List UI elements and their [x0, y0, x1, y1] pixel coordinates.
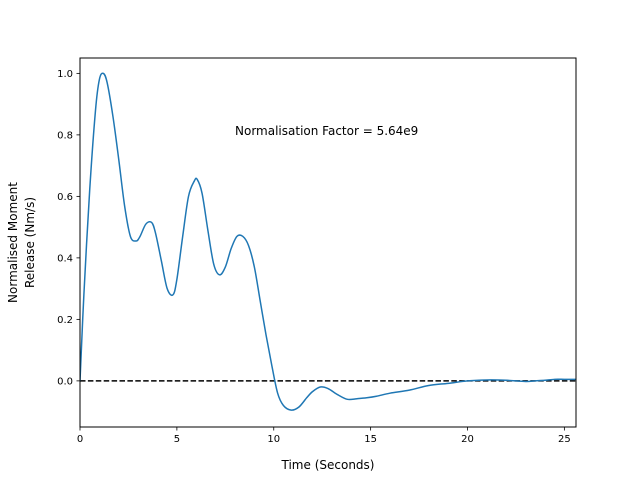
y-axis-label: Normalised Moment Release (Nm/s) — [6, 182, 37, 303]
x-tick-label: 5 — [174, 434, 180, 445]
x-tick-label: 25 — [558, 434, 571, 445]
x-tick-label: 15 — [364, 434, 377, 445]
y-tick-label: 0.2 — [57, 315, 73, 326]
y-tick-label: 0.4 — [57, 253, 73, 264]
series-line-0 — [80, 72, 576, 411]
y-tick-label: 1.0 — [57, 69, 73, 80]
x-tick-label: 20 — [461, 434, 474, 445]
y-axis-label-text: Normalised Moment Release (Nm/s) — [6, 182, 37, 303]
normalisation-annotation: Normalisation Factor = 5.64e9 — [235, 124, 418, 138]
y-axis-label-line: Normalised Moment — [6, 182, 20, 303]
axes-frame — [79, 57, 577, 428]
tick-layer: 0 5 10 15 20 25 0.0 0.2 0.4 0.6 0.8 1.0 — [57, 69, 571, 445]
y-axis-label-line: Release (Nm/s) — [23, 197, 37, 288]
x-tick-label: 0 — [77, 434, 83, 445]
x-axis-label: Time (Seconds) — [281, 458, 375, 472]
y-tick-label: 0.8 — [57, 130, 73, 141]
plot-area — [80, 72, 576, 411]
y-tick-label: 0.0 — [57, 376, 73, 387]
y-tick-label: 0.6 — [57, 192, 73, 203]
x-tick-label: 10 — [267, 434, 280, 445]
